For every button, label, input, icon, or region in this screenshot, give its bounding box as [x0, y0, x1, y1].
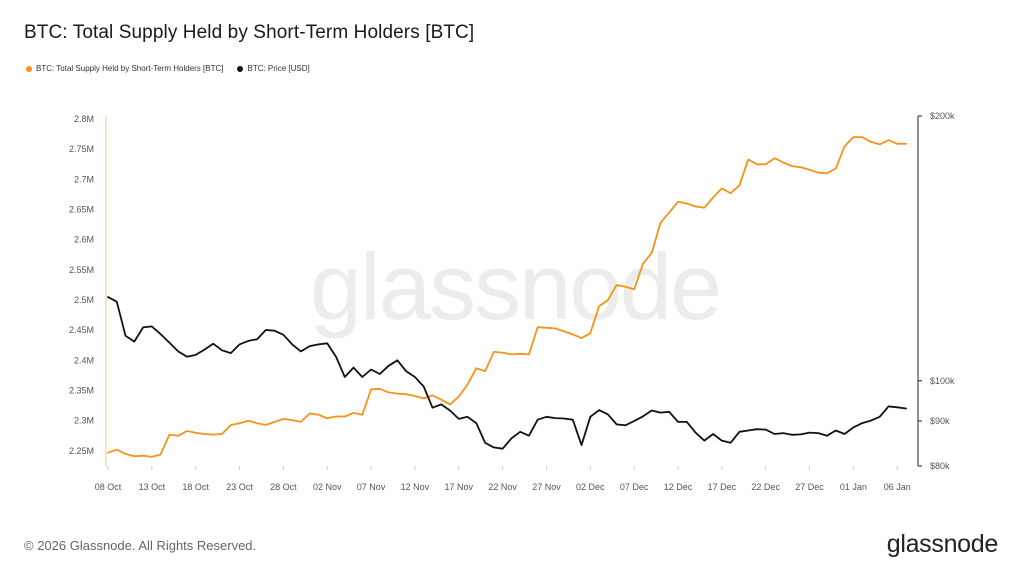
- x-axis-tick-label: 12 Nov: [401, 482, 430, 492]
- legend-label-price: BTC: Price [USD]: [247, 64, 310, 73]
- copyright-text: © 2026 Glassnode. All Rights Reserved.: [24, 538, 257, 553]
- right-axis-tick-label: $80k: [930, 461, 950, 471]
- x-axis-tick-label: 13 Oct: [139, 482, 166, 492]
- x-axis-tick-label: 22 Nov: [488, 482, 517, 492]
- chart-legend: BTC: Total Supply Held by Short-Term Hol…: [26, 64, 324, 73]
- glassnode-logo: glassnode: [886, 530, 999, 558]
- left-axis-tick-label: 2.6M: [74, 235, 94, 245]
- x-axis-tick-label: 08 Oct: [95, 482, 122, 492]
- x-axis-tick-label: 18 Oct: [182, 482, 209, 492]
- left-axis-tick-label: 2.5M: [74, 295, 94, 305]
- legend-swatch-price: [237, 65, 244, 72]
- x-axis-tick-label: 28 Oct: [270, 482, 297, 492]
- x-axis-tick-label: 07 Dec: [620, 482, 649, 492]
- right-axis-tick-label: $200k: [930, 111, 955, 121]
- left-axis-tick-label: 2.25M: [69, 446, 94, 456]
- right-axis-tick-label: $100k: [930, 376, 955, 386]
- legend-item-supply[interactable]: BTC: Total Supply Held by Short-Term Hol…: [26, 64, 223, 73]
- chart-title: BTC: Total Supply Held by Short-Term Hol…: [24, 22, 475, 43]
- x-axis-tick-label: 17 Nov: [445, 482, 474, 492]
- left-axis-tick-label: 2.75M: [69, 144, 94, 154]
- x-axis-tick-label: 22 Dec: [751, 482, 780, 492]
- x-axis-tick-label: 17 Dec: [708, 482, 737, 492]
- left-axis-tick-label: 2.35M: [69, 386, 94, 396]
- left-axis-tick-label: 2.3M: [74, 416, 94, 426]
- legend-label-supply: BTC: Total Supply Held by Short-Term Hol…: [36, 64, 224, 73]
- right-axis-tick-label: $90k: [930, 416, 950, 426]
- series-line-price: [107, 296, 907, 450]
- left-axis-tick-label: 2.55M: [69, 265, 94, 275]
- left-axis-tick-label: 2.45M: [69, 325, 94, 335]
- x-axis-tick-label: 12 Dec: [664, 482, 693, 492]
- left-axis-tick-label: 2.4M: [74, 355, 94, 365]
- series-line-supply: [107, 136, 907, 458]
- glassnode-watermark: glassnode: [309, 234, 723, 339]
- x-axis-tick-label: 23 Oct: [226, 482, 253, 492]
- x-axis-tick-label: 06 Jan: [884, 482, 911, 492]
- x-axis-tick-label: 01 Jan: [840, 482, 867, 492]
- x-axis-tick-label: 02 Dec: [576, 482, 605, 492]
- left-axis-tick-label: 2.8M: [74, 114, 94, 124]
- x-axis-tick-label: 07 Nov: [357, 482, 386, 492]
- x-axis-tick-label: 02 Nov: [313, 482, 342, 492]
- legend-swatch-supply: [26, 65, 32, 72]
- left-axis-tick-label: 2.65M: [69, 205, 94, 215]
- x-axis-tick-label: 27 Dec: [795, 482, 824, 492]
- legend-item-price[interactable]: BTC: Price [USD]: [237, 64, 310, 73]
- x-axis-tick-label: 27 Nov: [532, 482, 561, 492]
- left-axis-tick-label: 2.7M: [74, 174, 94, 184]
